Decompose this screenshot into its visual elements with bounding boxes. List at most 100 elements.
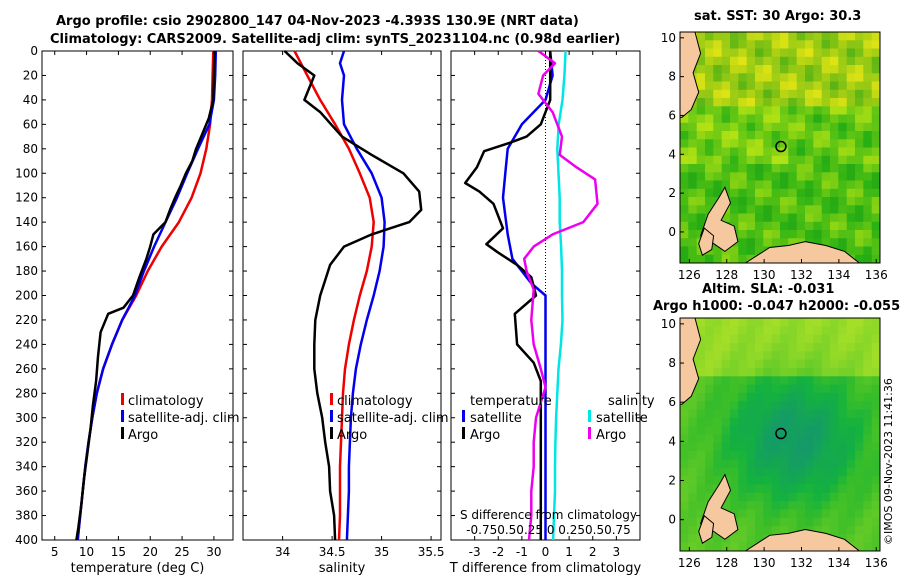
field-cell [863, 238, 873, 248]
field-cell [688, 476, 698, 485]
field-cell [755, 122, 764, 132]
field-cell [705, 147, 714, 157]
field-cell [738, 392, 748, 402]
field-cell [788, 73, 798, 83]
field-cell [680, 417, 689, 427]
field-cell [721, 392, 731, 402]
plot-frame [242, 50, 442, 541]
field-cell [771, 434, 781, 444]
x-tick-label: 136 [865, 556, 888, 570]
field-cell [763, 459, 773, 469]
field-cell [763, 384, 773, 394]
field-cell [846, 517, 856, 527]
field-cell [863, 172, 873, 182]
field-cell [863, 114, 873, 124]
field-cell [805, 451, 814, 460]
field-cell [771, 230, 781, 239]
field-cell [855, 147, 864, 157]
field-cell [863, 509, 873, 519]
field-cell [696, 48, 706, 58]
field-cell [696, 334, 706, 344]
field-cell [863, 32, 873, 41]
field-cell [763, 56, 773, 66]
field-cell [846, 501, 856, 510]
field-cell [771, 172, 781, 182]
field-cell [838, 81, 848, 91]
field-cell [746, 155, 756, 165]
field-cell [763, 434, 773, 444]
field-cell [780, 351, 789, 361]
field-cell [830, 409, 839, 419]
field-cell [746, 40, 756, 50]
field-cell [763, 343, 773, 352]
field-cell [871, 172, 880, 182]
field-cell [696, 254, 706, 263]
field-cell [705, 205, 714, 215]
field-cell [696, 459, 706, 469]
field-cell [796, 89, 806, 99]
field-cell [846, 164, 856, 173]
field-cell [821, 467, 831, 477]
field-cell [805, 213, 814, 223]
field-cell [871, 73, 880, 83]
field-cell [688, 467, 698, 477]
field-cell [805, 81, 814, 91]
legend-label: Argo [337, 428, 367, 443]
panel-difference: -3 -2 -1 0 1 2 3 T difference from climatology t… [449, 49, 655, 576]
field-cell [838, 139, 848, 149]
field-cell [755, 509, 764, 519]
field-cell [821, 197, 831, 206]
field-cell [755, 476, 764, 485]
field-cell [838, 343, 848, 352]
field-cell [813, 401, 823, 411]
field-cell [821, 81, 831, 91]
field-cell [830, 180, 839, 190]
field-cell [705, 155, 714, 165]
field-cell [746, 517, 756, 527]
field-cell [805, 48, 814, 58]
field-cell [871, 484, 880, 494]
field-cell [796, 334, 806, 344]
field-cell [696, 73, 706, 83]
field-cell [696, 40, 706, 50]
field-cell [788, 318, 798, 327]
field-cell [846, 230, 856, 239]
field-cell [863, 188, 873, 198]
field-cell [780, 459, 789, 469]
field-cell [796, 230, 806, 239]
field-cell [871, 426, 880, 436]
field-cell [813, 98, 823, 107]
field-cell [796, 401, 806, 411]
field-cell [771, 509, 781, 519]
field-cell [871, 534, 880, 544]
field-cell [680, 517, 689, 527]
map-sst_map: 126 128 130 132 134 136 0 2 4 6 8 10 [661, 31, 888, 282]
field-cell [688, 147, 698, 157]
field-cell [771, 392, 781, 402]
field-cell [871, 147, 880, 157]
field-cell [763, 106, 773, 116]
field-cell [821, 114, 831, 124]
field-cell [821, 32, 831, 41]
field-cell [705, 542, 714, 551]
field-cell [846, 122, 856, 132]
field-cell [746, 106, 756, 116]
field-cell [763, 197, 773, 206]
field-cell [730, 326, 739, 336]
field-cell [696, 139, 706, 149]
field-cell [788, 40, 798, 50]
field-cell [863, 451, 873, 460]
series-line-s-argo [522, 49, 599, 541]
field-cell [746, 238, 756, 248]
field-cell [855, 401, 864, 411]
field-cell [813, 180, 823, 190]
field-cell [771, 467, 781, 477]
field-cell [796, 221, 806, 231]
field-cell [705, 164, 714, 173]
field-cell [755, 230, 764, 239]
land-polygon [680, 32, 702, 118]
field-cell [730, 334, 739, 344]
field-cell [721, 417, 731, 427]
field-cell [871, 334, 880, 344]
field-cell [771, 65, 781, 74]
